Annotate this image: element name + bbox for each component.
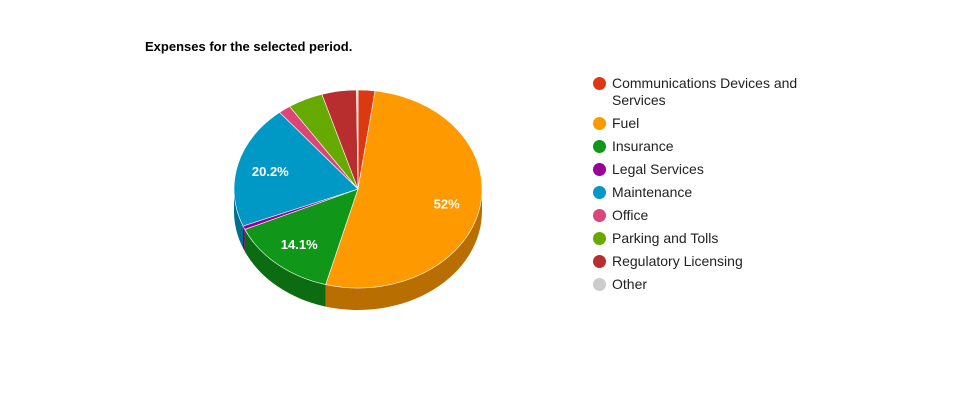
pie-slice-side [234,189,243,249]
legend-marker-icon [593,278,606,291]
legend-label: Parking and Tolls [612,230,719,246]
legend-item[interactable]: Fuel [593,115,822,132]
pie-slice[interactable] [325,90,483,289]
chart-title: Expenses for the selected period. [145,39,353,54]
pie-slice[interactable] [244,188,359,285]
legend-label: Fuel [612,115,640,131]
legend-label: Office [612,207,649,223]
legend-item[interactable]: Communications Devices and Services [593,75,822,109]
legend-item[interactable]: Regulatory Licensing [593,253,822,270]
legend-marker-icon [593,232,606,245]
legend-item[interactable]: Legal Services [593,161,822,178]
legend-label: Regulatory Licensing [612,253,743,269]
pie-slice-side [244,229,326,307]
legend-marker-icon [593,117,606,130]
legend-item[interactable]: Other [593,276,822,293]
legend-item[interactable]: Parking and Tolls [593,230,822,247]
pie-slice[interactable] [356,89,359,190]
pie-slice-side [242,226,245,252]
legend-label: Communications Devices and Services [612,75,798,108]
legend-label: Other [612,276,648,292]
legend-label: Maintenance [612,184,693,200]
legend-item[interactable]: Maintenance [593,184,822,201]
legend-item[interactable]: Office [593,207,822,224]
slice-label: 14.1% [281,237,318,252]
legend-item[interactable]: Insurance [593,138,822,155]
legend-marker-icon [593,77,606,90]
legend-label: Insurance [612,138,674,154]
legend: Communications Devices and Services Fuel I… [593,75,822,299]
legend-label: Legal Services [612,161,704,177]
pie-slice-side [325,189,482,311]
slice-label: 52% [434,196,460,211]
legend-marker-icon [593,186,606,199]
legend-marker-icon [593,255,606,268]
pie-slice[interactable] [233,111,359,227]
legend-marker-icon [593,163,606,176]
legend-marker-icon [593,140,606,153]
legend-marker-icon [593,209,606,222]
slice-label: 20.2% [252,164,289,179]
